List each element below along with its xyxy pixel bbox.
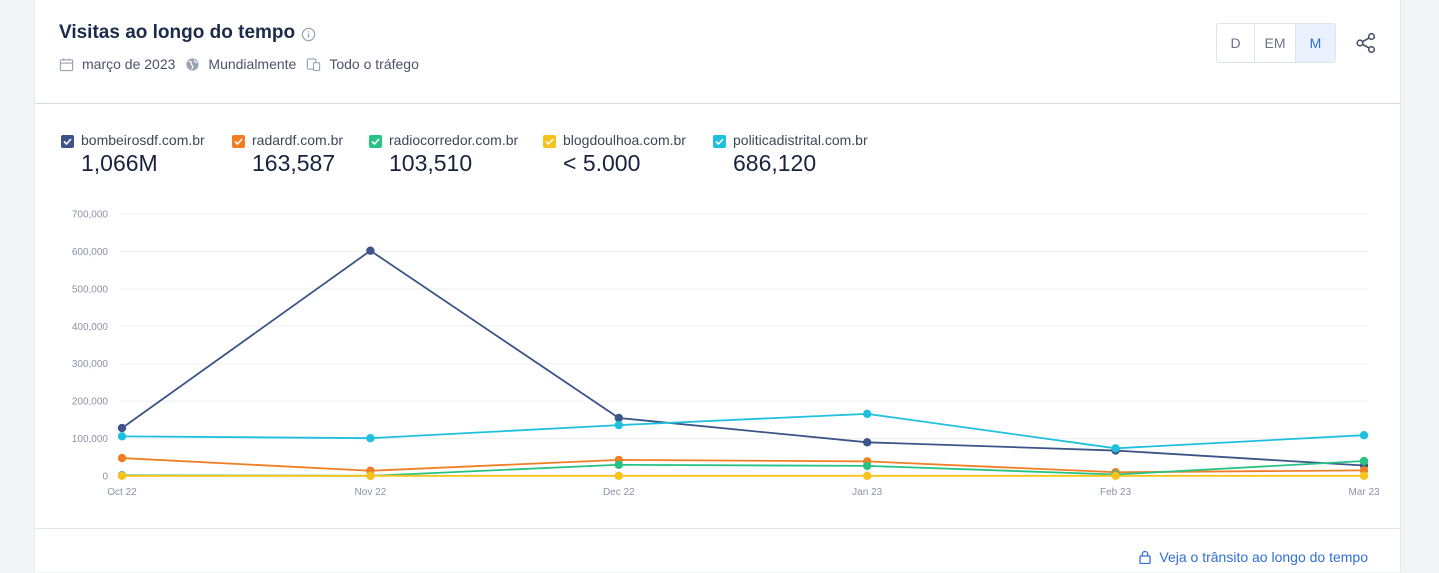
legend-name: blogdoulhoa.com.br — [563, 132, 686, 148]
x-tick-label: Feb 23 — [1100, 487, 1132, 498]
y-tick-label: 700,000 — [72, 210, 109, 221]
x-tick-label: Oct 22 — [107, 487, 137, 498]
legend-checkbox[interactable] — [543, 135, 556, 148]
data-point — [614, 413, 623, 423]
data-point — [1111, 444, 1120, 453]
card-title: Visitas ao longo do tempo — [59, 22, 296, 43]
legend-total: 103,510 — [389, 150, 473, 176]
data-point — [1359, 431, 1369, 440]
devices-icon — [307, 57, 321, 71]
data-point — [614, 471, 623, 481]
y-tick-label: 600,000 — [72, 247, 109, 258]
traffic-over-time-label: Veja o trânsito ao longo do tempo — [1159, 549, 1368, 565]
x-tick-label: Mar 23 — [1348, 487, 1380, 498]
data-point — [1359, 456, 1369, 466]
legend-total: 686,120 — [733, 150, 817, 176]
calendar-icon — [59, 57, 74, 71]
data-point — [366, 246, 375, 255]
legend-name: bombeirosdf.com.br — [81, 132, 205, 148]
granularity-month-button[interactable]: M — [1296, 24, 1335, 62]
traffic-filter[interactable]: Todo o tráfego — [329, 56, 419, 72]
legend-name: radiocorredor.com.br — [389, 132, 519, 148]
legend-checkbox[interactable] — [232, 135, 245, 148]
data-point — [863, 409, 872, 419]
legend-name: radardf.com.br — [252, 132, 344, 148]
y-tick-label: 200,000 — [72, 397, 109, 408]
data-point — [117, 432, 127, 441]
data-point — [1359, 471, 1369, 481]
legend-checkbox[interactable] — [713, 135, 726, 148]
legend-checkbox[interactable] — [369, 135, 382, 148]
data-point — [366, 433, 375, 443]
y-tick-label: 400,000 — [72, 322, 109, 333]
legend-total: < 5.000 — [563, 150, 641, 176]
data-point — [366, 471, 375, 481]
granularity-week-button[interactable]: EM — [1255, 24, 1296, 62]
data-point — [863, 438, 872, 447]
share-icon[interactable] — [1354, 31, 1378, 55]
y-tick-label: 100,000 — [72, 434, 109, 445]
visits-over-time-card: Visitas ao longo do tempo março de 2023 … — [34, 0, 1401, 572]
data-point — [117, 423, 127, 433]
granularity-toggle: D EM M — [1216, 23, 1336, 63]
series-line — [121, 412, 1365, 450]
legend-total: 1,066M — [81, 150, 158, 176]
data-point — [614, 420, 623, 430]
legend-checkbox[interactable] — [61, 135, 74, 148]
x-tick-label: Nov 22 — [355, 487, 387, 498]
date-filter[interactable]: março de 2023 — [82, 56, 176, 72]
region-filter[interactable]: Mundialmente — [208, 56, 297, 72]
traffic-over-time-link[interactable]: Veja o trânsito ao longo do tempo — [1138, 549, 1368, 565]
data-point — [117, 471, 127, 481]
x-tick-label: Dec 22 — [603, 487, 635, 498]
card-header: Visitas ao longo do tempo março de 2023 … — [35, 0, 1400, 104]
legend-total: 163,587 — [252, 150, 336, 176]
card-footer: Veja o trânsito ao longo do tempo — [35, 528, 1400, 573]
y-tick-label: 300,000 — [72, 359, 109, 370]
granularity-day-button[interactable]: D — [1217, 24, 1255, 62]
legend-name: politicadistrital.com.br — [733, 132, 868, 148]
data-point — [1111, 471, 1120, 481]
x-tick-label: Jan 23 — [852, 487, 882, 498]
lock-icon — [1139, 550, 1152, 564]
data-point — [863, 461, 872, 471]
filters-row: março de 2023 Mundialmente Todo o tráfeg… — [59, 55, 429, 73]
data-point — [117, 453, 127, 463]
series-line — [121, 249, 1365, 467]
info-icon[interactable] — [301, 27, 316, 42]
data-point — [863, 471, 872, 481]
visits-line-chart: 0 100,000 200,000 300,000 400,000 500,000 600,… — [72, 210, 1380, 499]
y-tick-label: 0 — [102, 472, 108, 483]
data-point — [614, 460, 623, 469]
y-tick-label: 500,000 — [72, 284, 109, 295]
globe-icon — [186, 57, 199, 71]
